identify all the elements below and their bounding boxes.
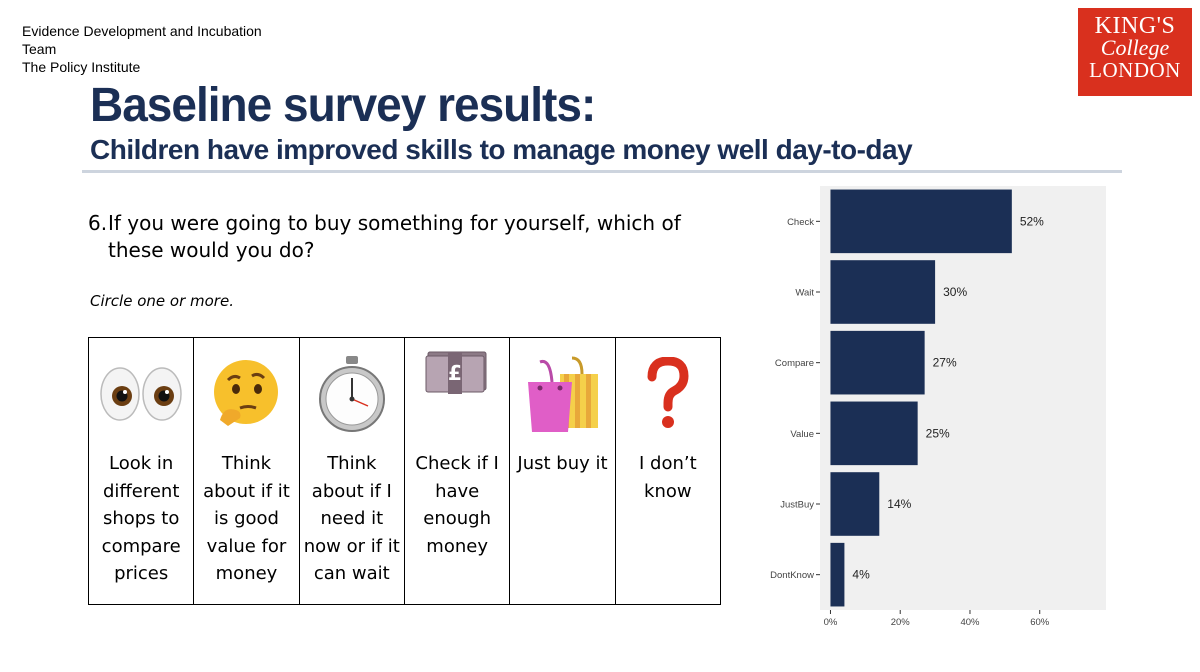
logo-line-1: KING'S: [1094, 13, 1176, 39]
option-compare: Look in different shops to compare price…: [87, 337, 195, 605]
data-label-check: 52%: [1020, 214, 1044, 228]
bar-dontknow: [830, 542, 845, 607]
bar-value: [830, 401, 918, 466]
option-wait: Think about if I need it now or if it ca…: [298, 337, 405, 605]
results-bar-chart: 52% Check 30% Wait 27% Compare 25% Value 14% Just…: [770, 186, 1106, 628]
bar-justbuy: [830, 472, 880, 536]
data-label-justbuy: 14%: [887, 497, 911, 511]
x-tick-label-60: 60%: [1030, 617, 1050, 628]
bar-wait: [830, 260, 936, 324]
question-number: 6.: [88, 211, 108, 235]
option-label: Think about if it is good value for mone…: [203, 453, 290, 584]
option-label: I don’t know: [638, 453, 697, 502]
question-text: If you were going to buy something for y…: [108, 211, 681, 262]
bar-check: [830, 189, 1012, 254]
y-tick-label-compare: Compare: [775, 358, 814, 369]
y-tick-label-justbuy: JustBuy: [780, 500, 814, 511]
option-value: Think about if it is good value for mone…: [193, 337, 300, 605]
option-label: Check if I have enough money: [415, 453, 499, 557]
survey-question: 6. If you were going to buy something fo…: [88, 210, 708, 264]
option-dontknow: I don’t know: [614, 337, 722, 605]
y-tick-label-dontknow: DontKnow: [770, 570, 814, 581]
y-tick-label-check: Check: [787, 217, 814, 228]
team-line-3: The Policy Institute: [22, 59, 141, 75]
question-mark-icon: [620, 338, 716, 450]
data-label-value: 25%: [926, 426, 950, 440]
shopping-bags-icon: [514, 338, 610, 450]
x-tick-label-40: 40%: [960, 617, 980, 628]
x-tick-label-0: 0%: [824, 617, 838, 628]
question-instruction: Circle one or more.: [90, 292, 234, 310]
title-divider: [82, 170, 1122, 173]
option-justbuy: Just buy it: [509, 337, 616, 605]
eyes-icon: [93, 338, 189, 450]
chart-panel: [820, 186, 1106, 610]
option-check: £ Check if I have enough money: [403, 337, 511, 605]
options-table: Look in different shops to compare price…: [87, 337, 722, 605]
page-title: Baseline survey results:: [90, 77, 596, 132]
team-line-1: Evidence Development and Incubation: [22, 23, 262, 39]
team-info: Evidence Development and Incubation Team…: [22, 22, 262, 76]
bar-compare: [830, 330, 925, 395]
y-tick-label-value: Value: [790, 429, 814, 440]
y-tick-label-wait: Wait: [795, 288, 814, 299]
data-label-wait: 30%: [943, 285, 967, 299]
option-label: Just buy it: [517, 453, 608, 474]
svg-text:£: £: [448, 361, 462, 385]
kings-college-logo: KING'S College LONDON: [1078, 8, 1192, 96]
option-label: Look in different shops to compare price…: [101, 453, 181, 584]
results-chart: 52% Check 30% Wait 27% Compare 25% Value 14% Just…: [760, 182, 1200, 632]
page-subtitle: Children have improved skills to manage …: [90, 134, 913, 165]
logo-line-3: LONDON: [1089, 58, 1181, 82]
logo-line-2: College: [1100, 35, 1170, 60]
option-label: Think about if I need it now or if it ca…: [303, 453, 400, 584]
x-tick-label-20: 20%: [891, 617, 911, 628]
banknote-icon: £: [409, 338, 505, 450]
data-label-compare: 27%: [933, 356, 957, 370]
data-label-dontknow: 4%: [852, 568, 870, 582]
stopwatch-icon: [304, 338, 400, 450]
team-line-2: Team: [22, 41, 57, 57]
thinking-face-icon: [198, 338, 294, 450]
